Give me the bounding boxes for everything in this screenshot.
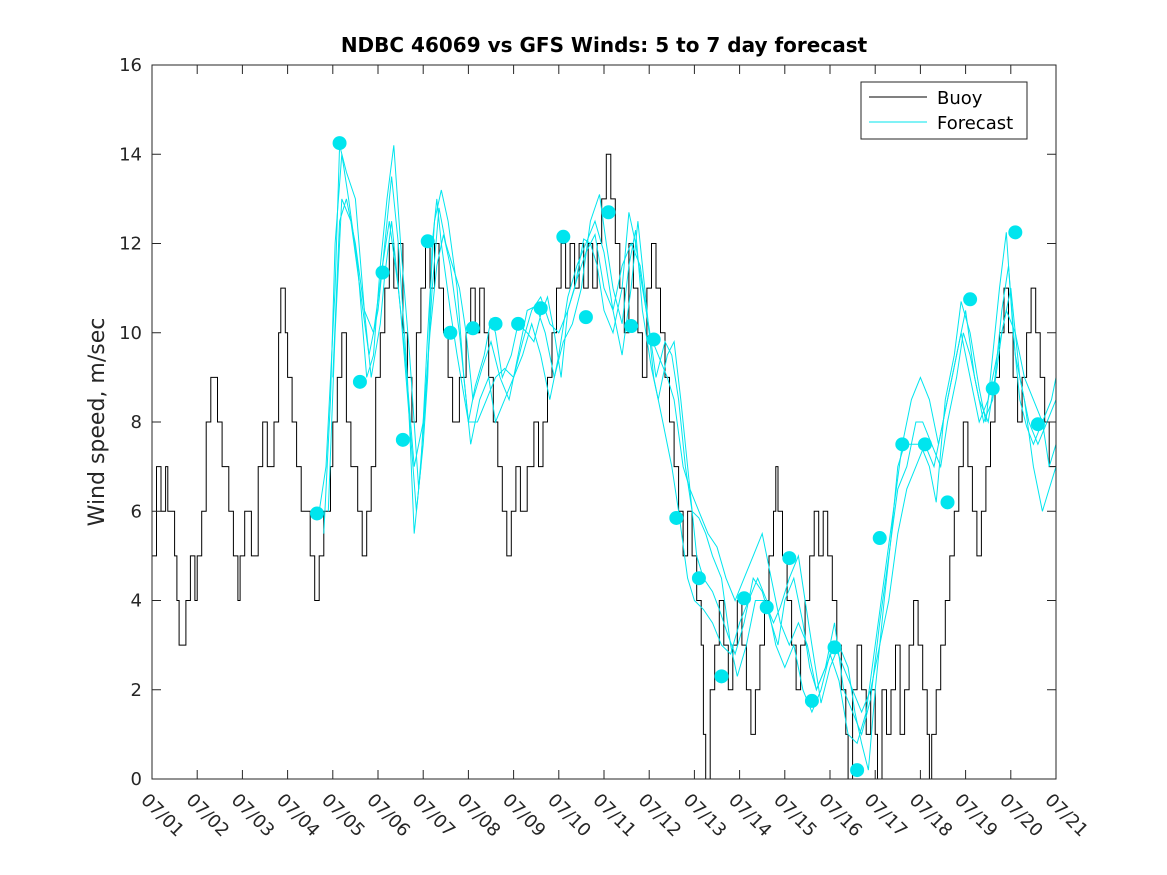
forecast-point <box>1030 417 1045 432</box>
forecast-point <box>985 381 1000 396</box>
forecast-point <box>601 205 616 220</box>
forecast-series-line <box>327 176 1056 745</box>
legend-forecast-label: Forecast <box>937 113 1013 134</box>
legend-buoy-label: Buoy <box>937 88 983 109</box>
y-tick-label: 4 <box>131 591 142 612</box>
forecast-point <box>352 374 367 389</box>
forecast-point <box>691 571 706 586</box>
forecast-point <box>465 321 480 336</box>
forecast-series-line <box>323 145 1056 737</box>
y-tick-label: 8 <box>131 412 142 433</box>
legend: Buoy Forecast <box>860 81 1028 140</box>
forecast-point <box>420 234 435 249</box>
forecast-point <box>669 510 684 525</box>
forecast-point <box>759 600 774 615</box>
y-tick-label: 14 <box>119 144 142 165</box>
forecast-point <box>578 310 593 325</box>
plot-area <box>152 65 1056 779</box>
forecast-point <box>737 591 752 606</box>
forecast-point <box>895 437 910 452</box>
forecast-point <box>872 531 887 546</box>
forecast-point <box>782 551 797 566</box>
y-tick-label: 10 <box>119 323 142 344</box>
forecast-point <box>332 136 347 151</box>
forecast-point <box>533 301 548 316</box>
y-axis-label: Wind speed, m/sec <box>85 318 110 527</box>
forecast-point <box>624 319 639 334</box>
forecast-point <box>917 437 932 452</box>
y-tick-label: 0 <box>131 769 142 790</box>
forecast-point <box>488 316 503 331</box>
forecast-point <box>556 229 571 244</box>
y-tick-label: 2 <box>131 680 142 701</box>
legend-box <box>860 81 1028 140</box>
chart-title: NDBC 46069 vs GFS Winds: 5 to 7 day fore… <box>341 33 868 57</box>
forecast-point <box>395 432 410 447</box>
forecast-point <box>511 316 526 331</box>
forecast-point <box>443 325 458 340</box>
y-tick-label: 6 <box>131 501 142 522</box>
buoy-series-line <box>152 153 1056 779</box>
forecast-point <box>375 265 390 280</box>
forecast-point <box>940 495 955 510</box>
forecast-point <box>309 506 324 521</box>
forecast-point <box>963 292 978 307</box>
forecast-point <box>1008 225 1023 240</box>
forecast-series-line <box>332 198 1056 714</box>
forecast-point <box>646 332 661 347</box>
forecast-point <box>714 669 729 684</box>
forecast-point <box>850 763 865 778</box>
y-tick-label: 16 <box>119 55 142 76</box>
forecast-point <box>827 640 842 655</box>
y-tick-label: 12 <box>119 234 142 255</box>
forecast-point <box>804 693 819 708</box>
